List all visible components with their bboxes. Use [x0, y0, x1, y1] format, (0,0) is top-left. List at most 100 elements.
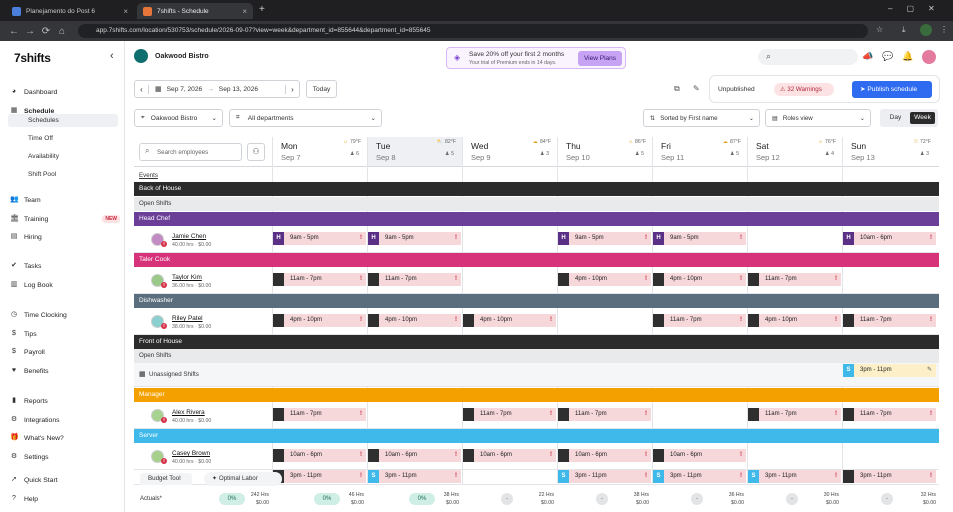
open-shifts-row[interactable]: Open Shifts [134, 349, 939, 363]
sidebar-item-schedule[interactable]: ▦ Schedule [10, 104, 120, 118]
day-header-tue[interactable]: Tue Sep 8 ⛅ 82°F ♟ 5 [368, 137, 462, 167]
next-week-icon[interactable]: › [285, 84, 299, 94]
chat-icon[interactable]: 💬 [882, 51, 894, 61]
shift-block[interactable]: 4pm - 10pm! [653, 273, 746, 286]
shift-block[interactable]: 4pm - 10pm! [273, 314, 366, 327]
location-name[interactable]: Oakwood Bistro [155, 53, 209, 60]
edit-icon[interactable]: ✎ [926, 367, 932, 373]
events-link[interactable]: Events [139, 172, 158, 179]
day-header-fri[interactable]: Fri Sep 11 ☁ 87°F ♟ 5 [653, 137, 747, 167]
sidebar-item-tasks[interactable]: ✔ Tasks [10, 259, 120, 273]
view-plans-button[interactable]: View Plans [578, 51, 622, 66]
search-input[interactable]: ⌕ [758, 49, 858, 65]
sidebar-item-team[interactable]: 👥 Team [10, 193, 120, 207]
shift-block[interactable]: S 3pm - 11pm! [748, 470, 841, 483]
employee-name[interactable]: Jamie Chen [172, 233, 207, 240]
open-shifts-row[interactable]: Open Shifts [134, 197, 939, 211]
day-header-thu[interactable]: Thu Sep 10 ☼ 86°F ♟ 5 [558, 137, 652, 167]
close-icon[interactable]: × [242, 6, 247, 16]
labor-percent-pill[interactable]: 0% [409, 493, 435, 505]
browser-tab-active[interactable]: 7shifts - Schedule × [137, 3, 253, 19]
search-employees-input[interactable]: ⌕ Search employees [139, 143, 242, 161]
labor-percent-pill[interactable]: 0% [219, 493, 245, 505]
shift-block[interactable]: 10am - 6pm! [463, 449, 556, 462]
employee-name[interactable]: Alex Rivera [172, 409, 205, 416]
labor-percent-pill[interactable]: 0% [314, 493, 340, 505]
shift-block[interactable]: 10am - 6pm! [558, 449, 651, 462]
publish-schedule-button[interactable]: ➤ Publish schedule [852, 81, 932, 98]
shift-block[interactable]: 4pm - 10pm! [558, 273, 651, 286]
view-select[interactable]: ▤ Roles view ⌄ [765, 109, 871, 127]
prev-week-icon[interactable]: ‹ [135, 84, 149, 94]
back-icon[interactable]: ← [9, 25, 19, 37]
employee-name[interactable]: Casey Brown [172, 450, 211, 457]
sidebar-item-payroll[interactable]: $ Payroll [10, 345, 120, 359]
sidebar-item-what-s-new[interactable]: 🎁 What's New? [10, 431, 120, 445]
add-employee-icon[interactable]: ⚇ [247, 143, 265, 161]
bookmark-star-icon[interactable]: ☆ [876, 25, 884, 34]
sidebar-subitem-schedules[interactable]: Schedules [8, 114, 118, 127]
sidebar-item-time-clocking[interactable]: ◷ Time Clocking [10, 308, 120, 322]
sidebar-item-training[interactable]: 🏛 Training NEW [10, 212, 120, 226]
shift-block[interactable]: 10am - 6pm! [368, 449, 461, 462]
day-header-sun[interactable]: Sun Sep 13 ⛆ 72°F ♟ 3 [843, 137, 937, 167]
optimal-labor-button[interactable]: ✦ Optimal Labor [204, 472, 282, 486]
labor-percent-pill[interactable]: - [596, 493, 608, 505]
new-tab-button[interactable]: + [259, 4, 265, 15]
shift-block[interactable]: 10am - 6pm! [653, 449, 746, 462]
sidebar-item-settings[interactable]: ⚙ Settings [10, 450, 120, 464]
reload-icon[interactable]: ⟳ [41, 25, 51, 37]
window-controls[interactable]: –▢✕ [888, 4, 949, 13]
week-view-button[interactable]: Week [910, 112, 935, 124]
shift-block[interactable]: H 10am - 6pm! [843, 232, 936, 245]
shift-block[interactable]: 4pm - 10pm! [463, 314, 556, 327]
profile-avatar[interactable] [920, 24, 932, 36]
shift-block[interactable]: 4pm - 10pm! [368, 314, 461, 327]
today-button[interactable]: Today [306, 80, 337, 98]
location-select[interactable]: ⌖ Oakwood Bistro ⌄ [134, 109, 223, 127]
sidebar-item-dashboard[interactable]: ◕ Dashboard [10, 85, 120, 99]
copy-icon[interactable]: ⧉ [674, 84, 680, 93]
sidebar-item-benefits[interactable]: ♥ Benefits [10, 364, 120, 378]
shift-block[interactable]: 11am - 7pm! [558, 408, 651, 421]
sidebar-subitem-shift-pool[interactable]: Shift Pool [28, 171, 57, 178]
shift-block[interactable]: H 9am - 5pm! [558, 232, 651, 245]
shift-block[interactable]: 4pm - 10pm! [748, 314, 841, 327]
sort-select[interactable]: ⇅ Sorted by First name ⌄ [643, 109, 760, 127]
employee-name[interactable]: Riley Patel [172, 315, 203, 322]
shift-block[interactable]: S 3pm - 11pm! [653, 470, 746, 483]
sidebar-item-help[interactable]: ? Help [10, 492, 120, 506]
sidebar-item-hiring[interactable]: ▤ Hiring [10, 230, 120, 244]
shift-block[interactable]: 11am - 7pm! [463, 408, 556, 421]
shift-block[interactable]: H 9am - 5pm! [273, 232, 366, 245]
day-header-wed[interactable]: Wed Sep 9 ☁ 84°F ♟ 3 [463, 137, 557, 167]
sidebar-subitem-time-off[interactable]: Time Off [28, 135, 53, 142]
megaphone-icon[interactable]: 📣 [862, 51, 874, 61]
shift-block[interactable]: 11am - 7pm! [748, 273, 841, 286]
labor-percent-pill[interactable]: - [691, 493, 703, 505]
shift-block[interactable]: H 9am - 5pm! [653, 232, 746, 245]
day-view-button[interactable]: Day [889, 114, 902, 121]
sidebar-item-integrations[interactable]: ⚙ Integrations [10, 413, 120, 427]
shift-block[interactable]: 11am - 7pm! [653, 314, 746, 327]
unassigned-shift-block[interactable]: S 3pm - 11pm ✎ [843, 364, 936, 377]
shift-block[interactable]: S 3pm - 11pm! [558, 470, 651, 483]
menu-icon[interactable]: ⋮ [940, 25, 948, 34]
edit-tool-icon[interactable]: ✎ [693, 84, 700, 93]
shift-block[interactable]: 3pm - 11pm! [273, 470, 366, 483]
bell-icon[interactable]: 🔔 [902, 51, 914, 61]
shift-block[interactable]: 11am - 7pm! [843, 314, 936, 327]
download-icon[interactable]: ⤓ [902, 25, 906, 34]
close-icon[interactable]: × [123, 6, 128, 16]
shift-block[interactable]: 11am - 7pm! [843, 408, 936, 421]
day-header-mon[interactable]: Mon Sep 7 ☼ 79°F ♟ 6 [273, 137, 367, 167]
shift-block[interactable]: 11am - 7pm! [748, 408, 841, 421]
home-icon[interactable]: ⌂ [58, 25, 66, 37]
shift-block[interactable]: 3pm - 11pm! [843, 470, 936, 483]
date-range-picker[interactable]: ‹ ▦ Sep 7, 2026 → Sep 13, 2026 › [134, 80, 300, 98]
labor-percent-pill[interactable]: - [501, 493, 513, 505]
sidebar-item-tips[interactable]: $ Tips [10, 327, 120, 341]
shift-block[interactable]: H 9am - 5pm! [368, 232, 461, 245]
forward-icon[interactable]: → [25, 25, 35, 37]
shift-block[interactable]: 10am - 6pm! [273, 449, 366, 462]
